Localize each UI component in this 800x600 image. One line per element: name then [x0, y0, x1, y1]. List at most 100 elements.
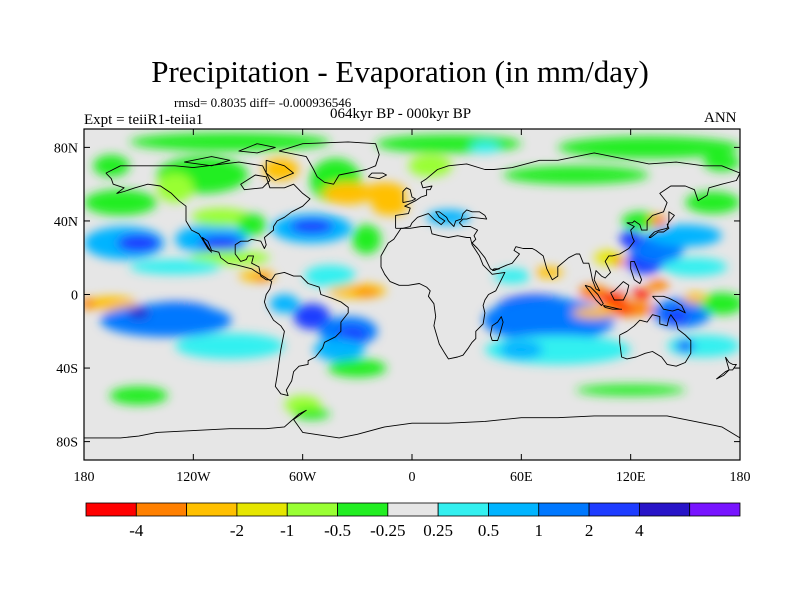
- field-region-26: [189, 250, 270, 266]
- field-region-34: [84, 298, 95, 310]
- y-tick-label-2: 0: [71, 289, 78, 304]
- colorbar-swatch-9: [538, 502, 590, 517]
- coastline-1: [278, 141, 380, 185]
- coastline-16: [238, 143, 276, 154]
- field-region-74: [621, 211, 658, 231]
- coastline-15: [716, 369, 730, 380]
- map-panel: [83, 128, 741, 461]
- coastline-7: [367, 172, 387, 180]
- colorbar-swatch-7: [437, 502, 489, 517]
- field-region-19: [191, 208, 250, 227]
- field-region-2: [557, 136, 740, 159]
- coastline-8: [489, 316, 504, 341]
- field-region-4: [93, 154, 130, 177]
- field-region-24: [351, 224, 382, 255]
- colorbar-swatch-6: [387, 502, 439, 517]
- y-tick-label-4: 80S: [56, 436, 78, 451]
- field-region-40: [293, 303, 330, 330]
- colorbar-swatch-10: [588, 502, 640, 517]
- colorbar-label-6: 0.5: [478, 521, 499, 540]
- field-region-16: [116, 233, 161, 253]
- colorbar-swatch-4: [286, 502, 338, 517]
- coastline-10: [584, 284, 604, 306]
- field-region-12: [503, 165, 649, 185]
- field-region-3: [470, 141, 500, 153]
- field-region-6: [156, 173, 194, 203]
- field-region-25: [426, 209, 471, 225]
- colorbar-swatch-1: [135, 502, 188, 517]
- colorbar-swatch-3: [236, 502, 288, 517]
- coastline-18: [184, 156, 231, 167]
- field-region-61: [614, 257, 626, 266]
- field-region-78: [293, 408, 330, 420]
- y-tick-label-0: 80N: [54, 141, 78, 156]
- colorbar-label-9: 4: [635, 521, 644, 540]
- colorbar-label-3: -0.5: [324, 521, 351, 540]
- y-axis: 80N 40N 0 40S 80S: [54, 141, 740, 451]
- y-tick-label-1: 40N: [54, 215, 78, 230]
- field-region-77: [576, 384, 686, 396]
- colorbar-label-4: -0.25: [370, 521, 405, 540]
- coastline-13: [652, 295, 686, 314]
- field-region-55: [597, 292, 628, 304]
- x-tick-label-1: 120W: [176, 470, 211, 485]
- colorbar-label-8: 2: [585, 521, 594, 540]
- experiment-label: Expt = teiiR1-teiia1: [84, 112, 204, 128]
- field-region-11: [408, 154, 453, 177]
- x-tick-label-4: 60E: [510, 470, 533, 485]
- field-region-64: [619, 230, 642, 249]
- field-region-50: [499, 340, 544, 359]
- field-region-13: [703, 152, 740, 172]
- colorbar-swatch-12: [689, 502, 741, 517]
- coastline-17: [265, 159, 295, 181]
- field-region-42: [337, 327, 367, 343]
- colorbar-label-5: 0.25: [423, 521, 453, 540]
- coastline-19: [630, 260, 643, 284]
- coastline-9: [648, 211, 675, 238]
- field-region-39: [269, 294, 300, 313]
- field-region-59: [632, 288, 651, 301]
- figure-title: Precipitation - Evaporation (in mm/day): [151, 54, 649, 89]
- field-region-51: [494, 268, 531, 284]
- x-tick-label-0: 180: [74, 470, 95, 485]
- field-region-69: [663, 309, 689, 324]
- coastline-11: [602, 305, 623, 310]
- field-region-71: [676, 340, 695, 352]
- rmsd-diff-stats: rmsd= 0.8035 diff= -0.000936546: [174, 95, 352, 110]
- field-region-31: [353, 288, 380, 297]
- field-region-43: [313, 338, 365, 361]
- field-region-37: [127, 307, 150, 319]
- coastline-2: [395, 152, 740, 292]
- field-shading: [84, 132, 740, 420]
- field-region-33: [85, 296, 137, 312]
- x-tick-label-3: 0: [409, 470, 416, 485]
- field-region-32: [304, 265, 356, 288]
- colorbar-swatch-5: [337, 502, 389, 517]
- x-tick-label-6: 180: [730, 470, 751, 485]
- colorbar-swatch-11: [638, 502, 691, 517]
- colorbar-swatch-2: [186, 502, 238, 517]
- colorbar: -4 -2 -1 -0.5 -0.25 0.25 0.5 1 2 4: [85, 502, 741, 540]
- field-region-76: [685, 191, 740, 214]
- y-tick-label-3: 40S: [56, 362, 78, 377]
- coastline-4: [619, 314, 692, 367]
- field-region-22: [289, 219, 334, 234]
- coastline-3: [380, 226, 506, 360]
- field-region-38: [175, 333, 285, 359]
- field-region-73: [683, 292, 706, 304]
- field-region-27: [129, 259, 221, 275]
- x-tick-label-2: 60W: [289, 470, 317, 485]
- field-region-36: [100, 303, 232, 337]
- colorbar-label-2: -1: [280, 521, 294, 540]
- field-region-20: [237, 213, 267, 236]
- x-axis: 180 120W 60W 0 60E 120E 180: [74, 129, 751, 485]
- colorbar-swatch-0: [85, 502, 137, 517]
- field-region-75: [648, 215, 668, 227]
- field-region-1: [375, 134, 522, 153]
- field-region-14: [84, 189, 157, 216]
- field-region-58: [572, 307, 617, 319]
- season-label: ANN: [704, 110, 737, 126]
- field-region-46: [109, 386, 168, 405]
- field-region-44: [328, 358, 387, 378]
